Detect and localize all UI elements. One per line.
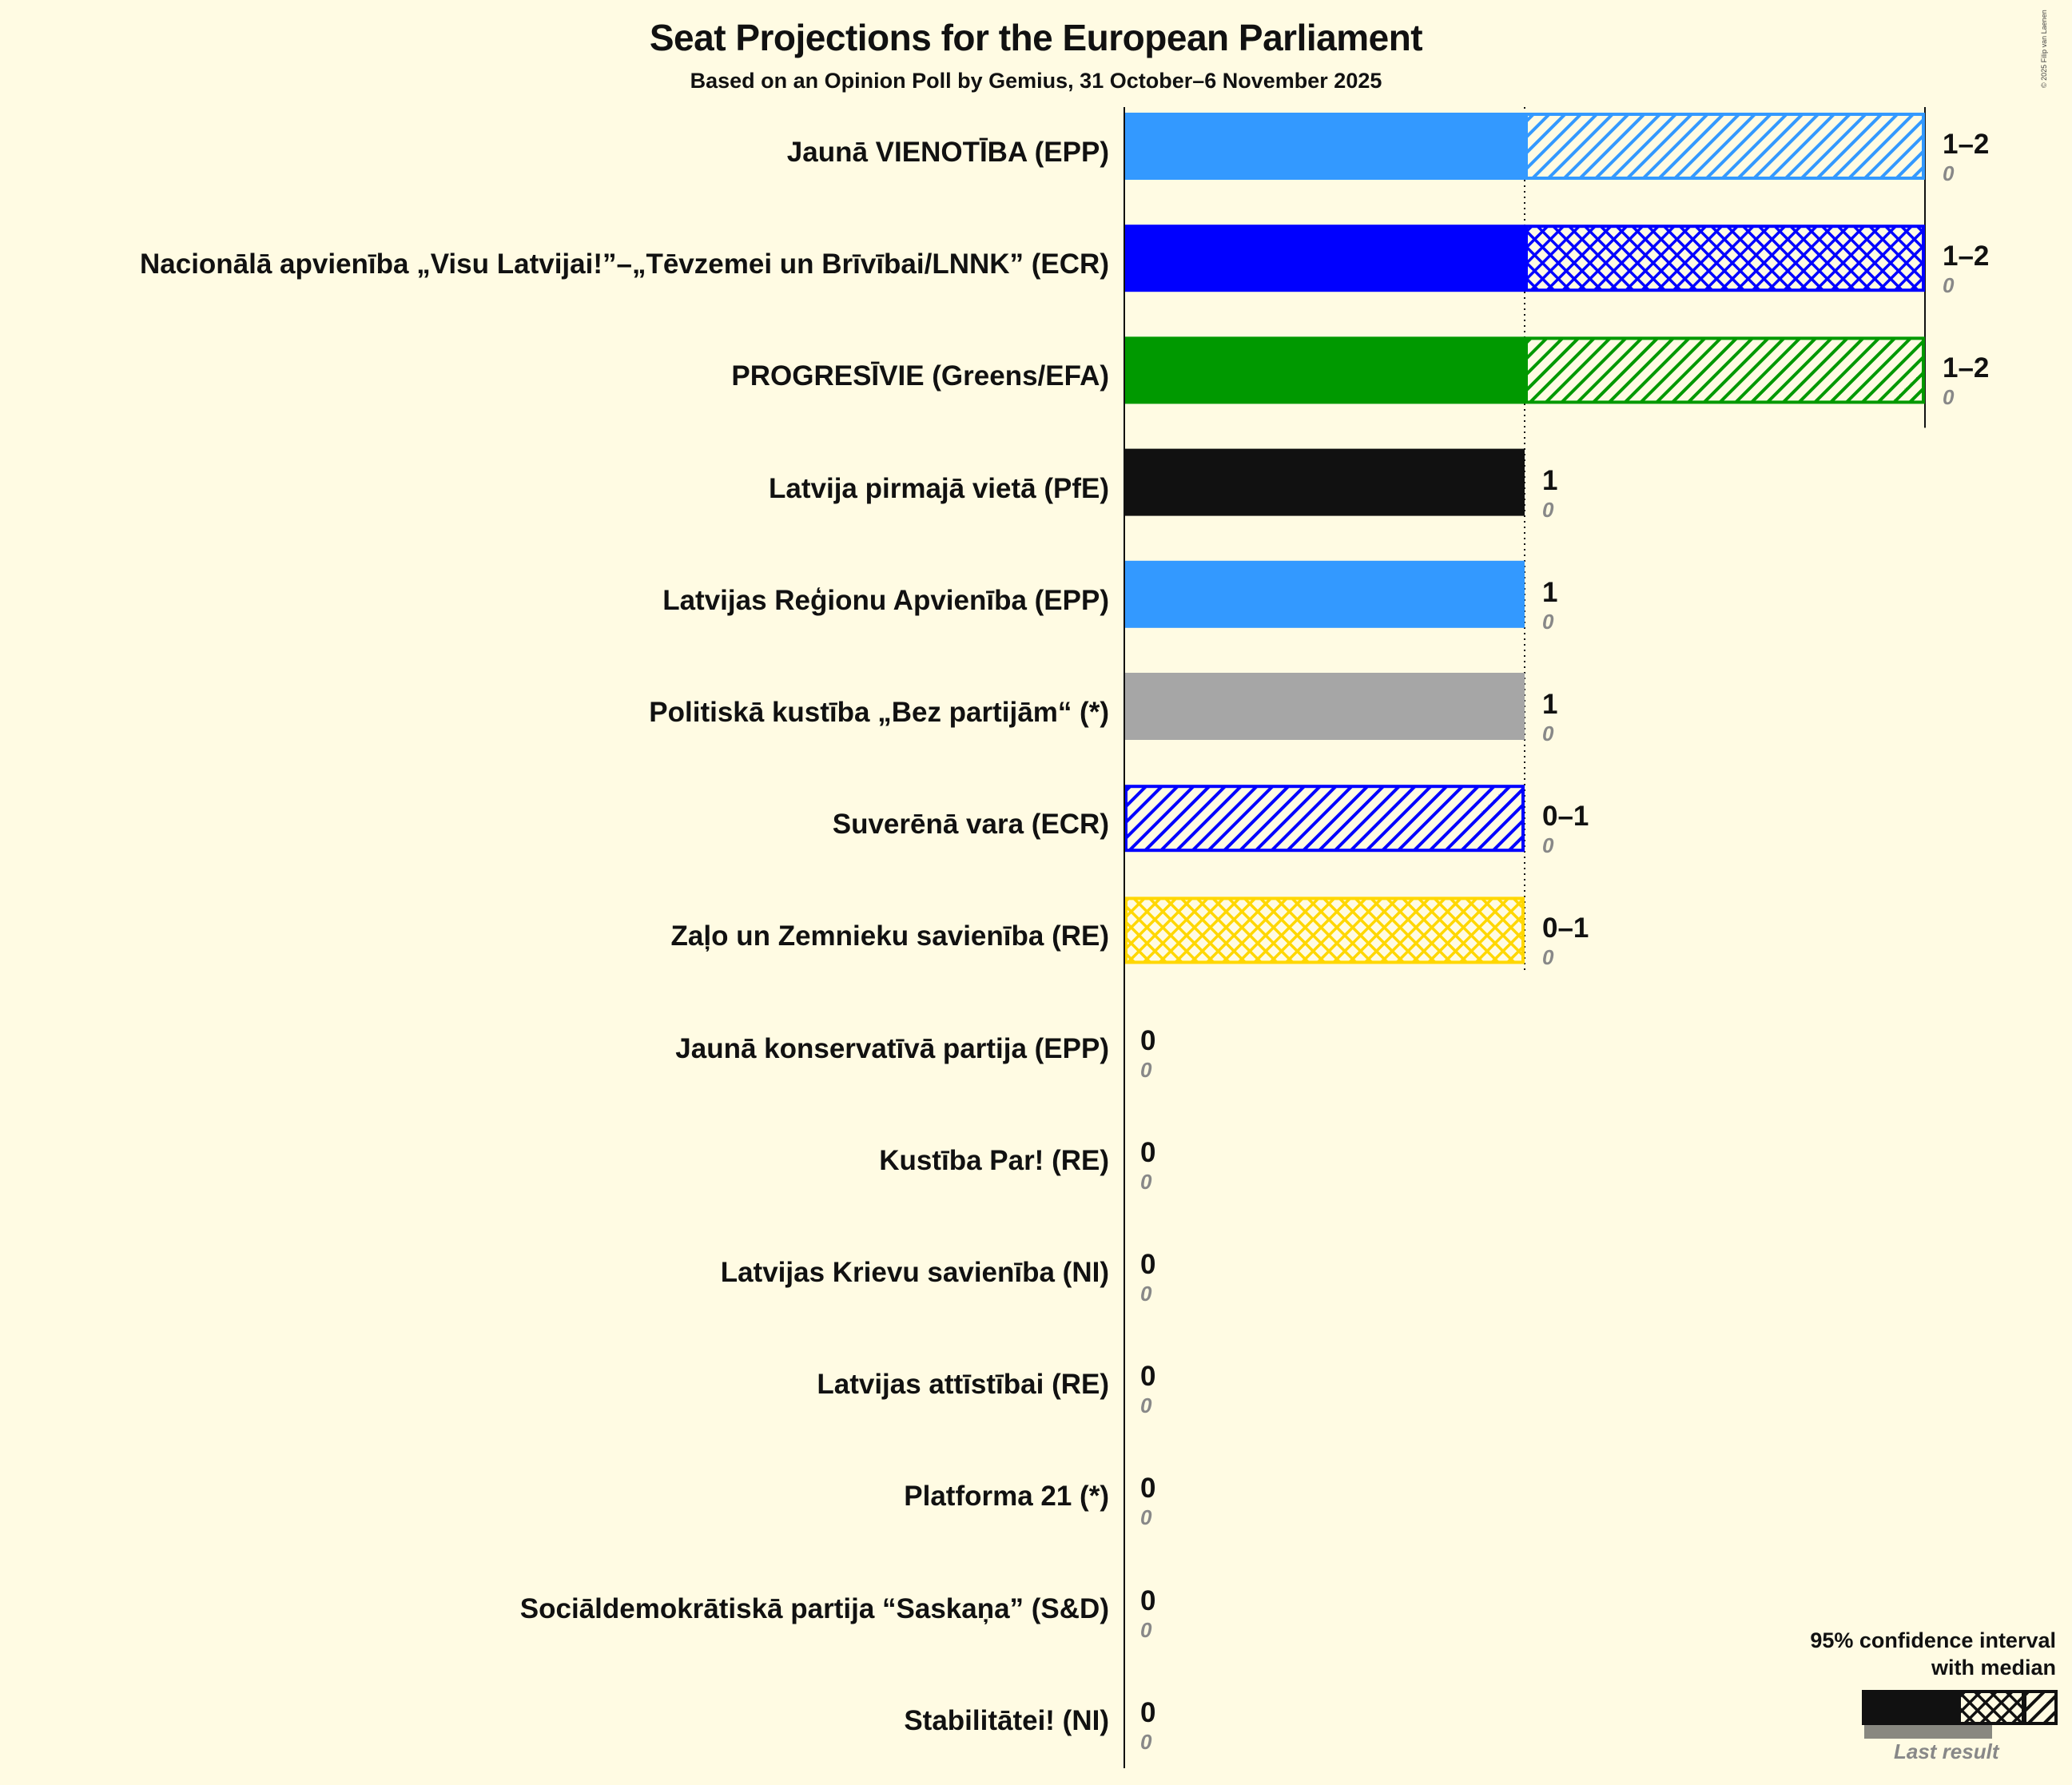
ci-bar xyxy=(1124,896,1525,964)
last-result-value: 0 xyxy=(1140,1505,1152,1530)
legend-graphic xyxy=(1862,1690,2058,1739)
bar-row xyxy=(1124,673,1525,740)
party-label: Latvija pirmajā vietā (PfE) xyxy=(769,472,1109,504)
seat-range-label: 0 xyxy=(1140,1136,1156,1168)
chart-title: Seat Projections for the European Parlia… xyxy=(649,17,1423,58)
seat-range-label: 0–1 xyxy=(1542,912,1589,944)
last-result-value: 0 xyxy=(1140,1393,1152,1418)
seat-range-label: 1 xyxy=(1542,689,1558,720)
bar-row xyxy=(1124,448,1525,516)
ci-bar xyxy=(1525,336,1925,404)
median-bar xyxy=(1124,560,1525,628)
ci-bar xyxy=(1525,113,1925,180)
party-label: Sociāldemokrātiskā partija “Saskaņa” (S&… xyxy=(519,1592,1109,1624)
chart-subtitle: Based on an Opinion Poll by Gemius, 31 O… xyxy=(690,69,1382,93)
ci-bar xyxy=(1525,225,1925,292)
last-result-value: 0 xyxy=(1140,1729,1152,1754)
median-bar xyxy=(1124,225,1525,292)
last-result-value: 0 xyxy=(1943,385,1955,410)
bar-row xyxy=(1124,896,1525,964)
bar-row xyxy=(1124,113,1925,180)
party-label: Jaunā VIENOTĪBA (EPP) xyxy=(786,137,1109,168)
last-result-value: 0 xyxy=(1140,1169,1152,1194)
seat-range-label: 1 xyxy=(1542,464,1558,496)
seat-range-label: 0 xyxy=(1140,1024,1156,1056)
party-label: Stabilitātei! (NI) xyxy=(904,1704,1109,1736)
party-label: Latvijas Reģionu Apvienība (EPP) xyxy=(662,584,1109,616)
party-label: Kustība Par! (RE) xyxy=(879,1144,1109,1176)
last-result-value: 0 xyxy=(1140,1282,1152,1306)
party-label: Zaļo un Zemnieku savienība (RE) xyxy=(670,920,1109,952)
party-label: PROGRESĪVIE (Greens/EFA) xyxy=(731,360,1109,392)
legend-median-bar xyxy=(1862,1690,1959,1725)
bar-row xyxy=(1124,336,1925,404)
seat-range-label: 1–2 xyxy=(1943,241,1990,272)
party-label: Jaunā konservatīvā partija (EPP) xyxy=(675,1032,1109,1064)
last-result-value: 0 xyxy=(1140,1617,1152,1642)
party-label: Latvijas Krievu savienība (NI) xyxy=(720,1257,1109,1288)
last-result-value: 0 xyxy=(1542,497,1554,522)
bar-row xyxy=(1124,785,1525,853)
legend-last-result-bar xyxy=(1864,1725,1992,1739)
party-label: Latvijas attīstībai (RE) xyxy=(817,1369,1109,1401)
last-result-value: 0 xyxy=(1943,273,1955,298)
median-bar xyxy=(1124,448,1525,516)
seat-range-label: 0 xyxy=(1140,1696,1156,1728)
seat-range-label: 1–2 xyxy=(1943,352,1990,384)
legend-last-result-label: Last result xyxy=(1894,1739,1999,1763)
party-label: Nacionālā apvienība „Visu Latvijai!”–„Tē… xyxy=(139,248,1109,280)
last-result-value: 0 xyxy=(1542,833,1554,858)
ci-bar xyxy=(1124,785,1525,853)
last-result-value: 0 xyxy=(1943,161,1955,185)
seat-range-label: 0–1 xyxy=(1542,801,1589,833)
seat-range-label: 0 xyxy=(1140,1361,1156,1393)
last-result-value: 0 xyxy=(1542,945,1554,970)
bars xyxy=(1124,113,1925,964)
legend-title-line1: 95% confidence interval xyxy=(1810,1628,2056,1652)
party-label: Suverēnā vara (ECR) xyxy=(832,809,1109,841)
legend-ci-cross-bar xyxy=(1958,1690,2025,1725)
median-bar xyxy=(1124,673,1525,740)
seat-range-label: 0 xyxy=(1140,1249,1156,1280)
seat-range-label: 1 xyxy=(1542,576,1558,608)
legend-title-line2: with median xyxy=(1931,1656,2056,1680)
legend-ci-diag-bar xyxy=(2023,1690,2058,1725)
party-label: Politiskā kustība „Bez partijām“ (*) xyxy=(649,697,1109,728)
party-label: Platforma 21 (*) xyxy=(904,1481,1109,1513)
seat-range-label: 0 xyxy=(1140,1473,1156,1505)
bar-row xyxy=(1124,225,1925,292)
legend-title: 95% confidence interval with median xyxy=(1810,1627,2056,1681)
seat-range-label: 1–2 xyxy=(1943,129,1990,160)
seat-range-label: 0 xyxy=(1140,1584,1156,1616)
bar-row xyxy=(1124,560,1525,628)
median-bar xyxy=(1124,113,1525,180)
last-result-value: 0 xyxy=(1542,722,1554,745)
median-bar xyxy=(1124,336,1525,404)
last-result-value: 0 xyxy=(1542,609,1554,634)
last-result-value: 0 xyxy=(1140,1057,1152,1082)
